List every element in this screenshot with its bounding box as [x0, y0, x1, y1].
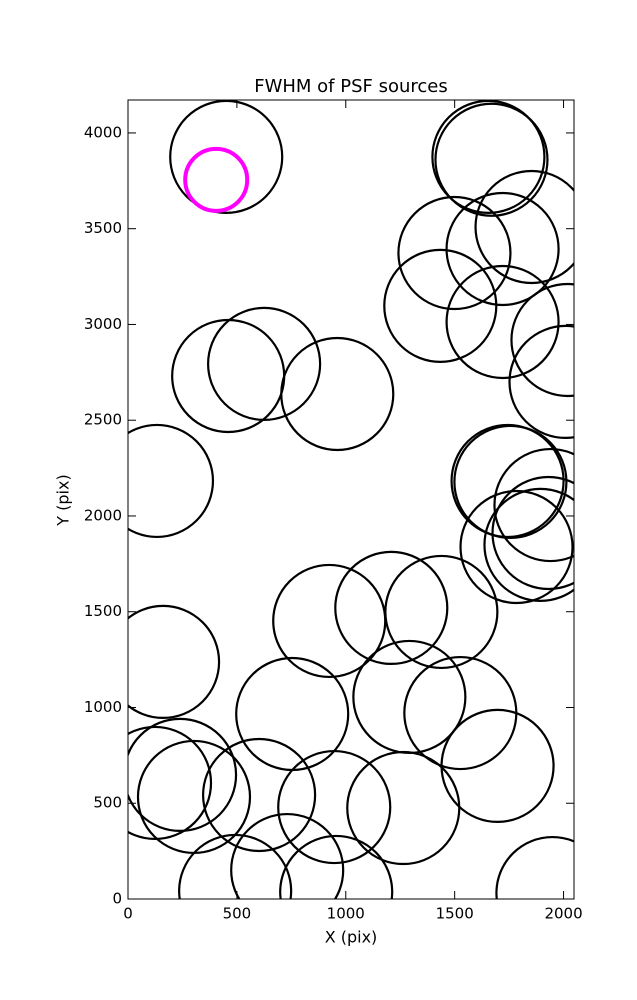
y-tick-label: 2500 — [84, 411, 122, 429]
psf-source — [384, 554, 499, 670]
psf-source — [474, 169, 574, 285]
psf-source — [346, 750, 461, 866]
psf-source — [169, 100, 284, 214]
y-tick-label: 500 — [93, 794, 122, 812]
psf-source — [434, 102, 549, 217]
x-tick-label: 1500 — [436, 905, 474, 923]
psf-source — [201, 737, 317, 853]
x-tick-label: 0 — [123, 905, 133, 923]
psf-source — [128, 423, 215, 539]
psf-source — [383, 248, 498, 363]
psf-source — [334, 550, 449, 665]
y-tick-label: 1500 — [84, 602, 122, 620]
psf-source — [493, 447, 574, 563]
psf-source — [178, 833, 293, 899]
y-tick-label: 3000 — [84, 315, 122, 333]
psf-source — [491, 475, 574, 591]
psf-source — [397, 195, 512, 311]
axes-frame — [127, 99, 575, 900]
psf-source — [128, 725, 213, 841]
psf-source — [495, 835, 574, 899]
y-tick-label: 2000 — [84, 506, 122, 524]
psf-source — [128, 604, 221, 719]
y-axis-label: Y (pix) — [54, 474, 73, 526]
psf-source — [483, 487, 574, 602]
x-axis-label: X (pix) — [325, 928, 378, 947]
plot-area — [128, 100, 574, 899]
x-tick-label: 500 — [223, 905, 252, 923]
y-tick-label: 3500 — [84, 219, 122, 237]
psf-source — [445, 191, 560, 307]
psf-source — [508, 324, 574, 439]
y-tick-label: 4000 — [84, 123, 122, 141]
psf-source — [459, 489, 574, 605]
psf-source — [510, 282, 574, 398]
psf-source — [277, 749, 392, 865]
psf-source — [453, 424, 568, 539]
psf-source — [431, 100, 546, 214]
psf-source — [280, 336, 395, 452]
psf-source — [183, 146, 250, 213]
psf-source — [279, 834, 394, 899]
x-tick-label: 1000 — [327, 905, 365, 923]
x-tick-label: 2000 — [544, 905, 582, 923]
psf-source — [128, 717, 238, 832]
y-tick-label: 0 — [112, 890, 122, 908]
chart-title: FWHM of PSF sources — [254, 76, 448, 97]
psf-source — [445, 264, 560, 380]
psf-source — [230, 812, 345, 899]
y-tick-label: 1000 — [84, 698, 122, 716]
